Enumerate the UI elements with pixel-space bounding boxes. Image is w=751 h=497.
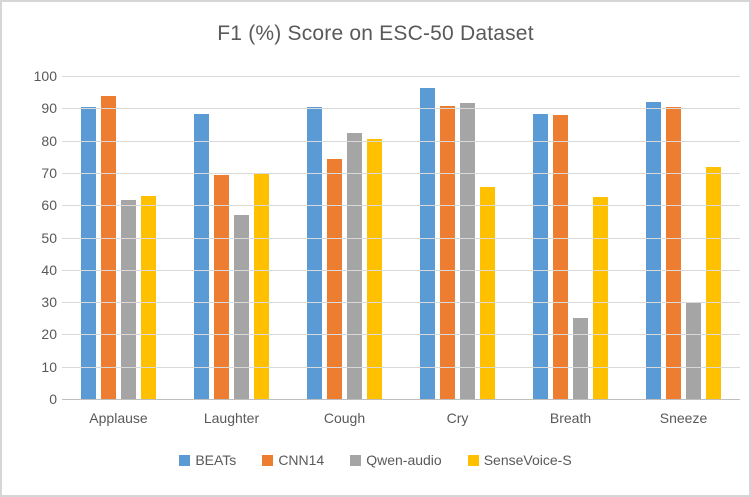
gridline	[62, 237, 740, 239]
bar-cnn14-cry[interactable]	[440, 105, 455, 399]
legend-label: BEATs	[195, 452, 237, 468]
y-tick-label: 80	[41, 132, 57, 149]
legend-swatch-icon	[467, 454, 479, 466]
bar-sensevoice-s-cry[interactable]	[480, 187, 495, 399]
y-tick-label: 100	[33, 68, 57, 84]
bar-sensevoice-s-applause[interactable]	[141, 196, 156, 399]
y-tick-label: 20	[41, 326, 57, 343]
bar-cnn14-applause[interactable]	[101, 96, 116, 399]
bar-group-sneeze	[627, 76, 740, 399]
y-tick-label: 0	[49, 391, 57, 407]
y-tick-label: 60	[41, 197, 57, 214]
bar-cnn14-breath[interactable]	[553, 115, 568, 399]
chart-title: F1 (%) Score on ESC-50 Dataset	[217, 22, 534, 45]
x-category-label: Applause	[89, 410, 148, 426]
legend-item-beats[interactable]: BEATs	[179, 452, 236, 468]
legend-swatch-icon	[262, 454, 274, 466]
bar-groups-layer	[62, 76, 740, 399]
x-category-label: Cough	[323, 410, 366, 426]
bar-sensevoice-s-cough[interactable]	[367, 138, 382, 399]
bar-group-laughter	[175, 76, 288, 399]
legend-label: SenseVoice-S	[483, 452, 572, 468]
legend-item-qwen-audio[interactable]: Qwen-audio	[350, 452, 442, 468]
bar-beats-cough[interactable]	[307, 107, 322, 399]
bar-beats-sneeze[interactable]	[646, 101, 661, 399]
bar-beats-cry[interactable]	[420, 88, 435, 399]
bar-qwen-audio-cough[interactable]	[347, 132, 362, 399]
x-category-label: Sneeze	[659, 410, 708, 426]
legend-swatch-icon	[350, 454, 362, 466]
bar-qwen-audio-cry[interactable]	[460, 103, 475, 399]
gridline	[62, 140, 740, 142]
bar-beats-laughter[interactable]	[194, 113, 209, 399]
bar-qwen-audio-applause[interactable]	[121, 200, 136, 399]
gridline	[62, 108, 740, 110]
y-tick-label: 50	[41, 229, 57, 246]
bar-qwen-audio-breath[interactable]	[573, 317, 588, 399]
gridline	[62, 366, 740, 368]
bar-cnn14-cough[interactable]	[327, 159, 342, 399]
gridline	[62, 205, 740, 207]
bar-cnn14-laughter[interactable]	[214, 174, 229, 399]
bar-group-cough	[288, 76, 401, 399]
gridline	[62, 172, 740, 174]
gridline	[62, 76, 740, 77]
legend: BEATs CNN14 Qwen-audio SenseVoice-S	[2, 452, 749, 468]
bar-beats-breath[interactable]	[533, 113, 548, 399]
gridline	[62, 269, 740, 271]
y-tick-label: 70	[41, 164, 57, 181]
legend-item-sensevoice-s[interactable]: SenseVoice-S	[467, 452, 572, 468]
bar-sensevoice-s-breath[interactable]	[593, 196, 608, 399]
x-axis-labels: Applause Laughter Cough Cry Breath Sneeze	[62, 410, 740, 426]
plot-area	[62, 76, 740, 400]
bar-sensevoice-s-sneeze[interactable]	[706, 167, 721, 399]
bar-sensevoice-s-laughter[interactable]	[254, 173, 269, 399]
x-category-label: Laughter	[203, 410, 260, 426]
y-tick-label: 40	[41, 261, 57, 278]
y-tick-label: 90	[41, 100, 57, 117]
gridline	[62, 302, 740, 304]
legend-label: Qwen-audio	[366, 452, 442, 468]
y-tick-label: 30	[41, 294, 57, 311]
bar-group-cry	[401, 76, 514, 399]
x-category-label: Cry	[446, 410, 469, 426]
bar-cnn14-sneeze[interactable]	[666, 106, 681, 399]
legend-label: CNN14	[278, 452, 325, 468]
bar-qwen-audio-sneeze[interactable]	[686, 302, 701, 399]
y-tick-label: 10	[41, 358, 57, 375]
bar-group-applause	[62, 76, 175, 399]
bar-group-breath	[514, 76, 627, 399]
legend-swatch-icon	[179, 454, 191, 466]
bar-qwen-audio-laughter[interactable]	[234, 214, 249, 399]
x-axis-line	[62, 399, 740, 400]
x-category-label: Breath	[549, 410, 592, 426]
legend-item-cnn14[interactable]: CNN14	[262, 452, 324, 468]
bar-beats-applause[interactable]	[81, 107, 96, 399]
gridline	[62, 334, 740, 336]
